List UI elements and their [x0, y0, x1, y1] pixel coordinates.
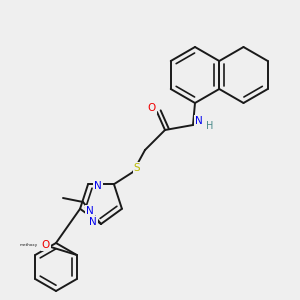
Text: N: N: [86, 206, 94, 216]
Text: N: N: [89, 217, 97, 227]
Text: H: H: [206, 121, 214, 131]
Text: methoxy: methoxy: [20, 243, 38, 247]
Text: O: O: [42, 240, 50, 250]
Text: N: N: [195, 116, 203, 126]
Text: S: S: [134, 163, 140, 173]
Text: N: N: [94, 181, 102, 191]
Text: O: O: [148, 103, 156, 113]
